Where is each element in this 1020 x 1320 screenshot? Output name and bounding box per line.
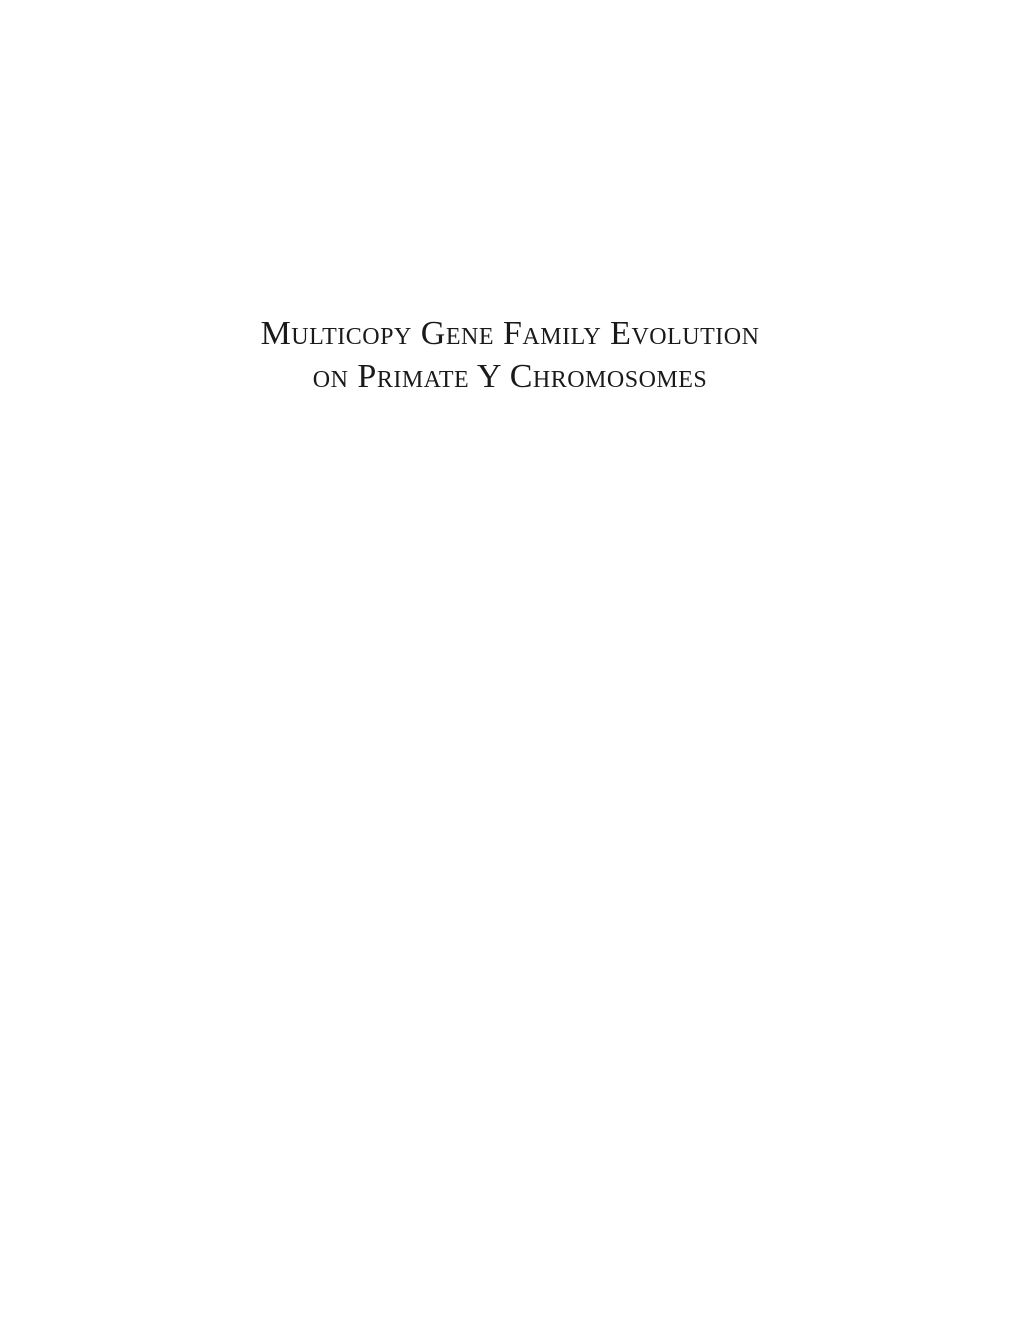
title-container: Multicopy Gene Family Evolution on Prima… <box>0 313 1020 398</box>
title-word: Chromosomes <box>510 358 708 395</box>
title-word: Family <box>503 315 601 352</box>
title-word: on <box>313 358 349 395</box>
title-word: Primate <box>357 358 469 395</box>
title-word: Multicopy <box>261 315 412 352</box>
title-line-1: Multicopy Gene Family Evolution <box>0 313 1020 356</box>
title-line-2: on Primate Y Chromosomes <box>0 356 1020 399</box>
title-word: Y <box>477 358 501 395</box>
title-word: Evolution <box>610 315 759 352</box>
title-word: Gene <box>421 315 494 352</box>
